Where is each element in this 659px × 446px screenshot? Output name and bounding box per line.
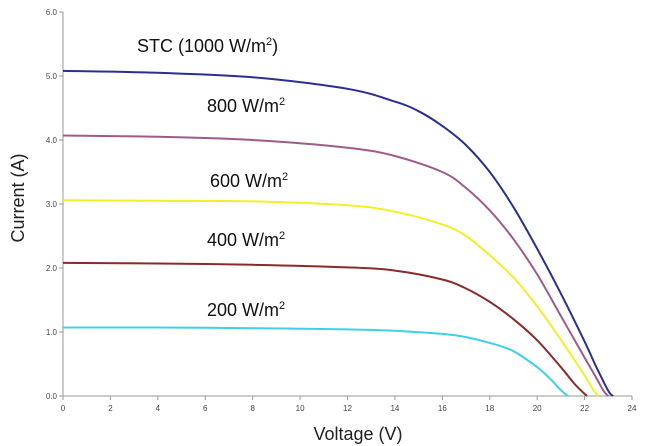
series-line <box>62 261 588 397</box>
y-tick-label: 6.0 <box>46 8 58 17</box>
y-axis-ticks: 0.0 1.0 2.0 3.0 4.0 5.0 6.0 <box>46 8 63 401</box>
series-line <box>62 69 614 397</box>
series-label: 800 W/m2 <box>207 96 285 116</box>
x-tick-label: 6 <box>203 404 208 413</box>
y-tick-label: 1.0 <box>46 328 58 337</box>
series-labels: STC (1000 W/m2) 800 W/m2 600 W/m2 400 W/m2 2… <box>137 36 288 320</box>
x-tick-label: 18 <box>485 404 494 413</box>
axes <box>62 12 632 397</box>
series-label: STC (1000 W/m2) <box>137 36 278 56</box>
y-tick-label: 0.0 <box>46 392 58 401</box>
series-line <box>62 326 569 397</box>
series-line <box>62 134 610 397</box>
series-label: 600 W/m2 <box>210 171 288 191</box>
x-tick-label: 0 <box>61 404 66 413</box>
x-tick-label: 20 <box>533 404 542 413</box>
y-tick-label: 2.0 <box>46 264 58 273</box>
x-tick-label: 14 <box>390 404 399 413</box>
x-tick-label: 10 <box>296 404 305 413</box>
x-tick-label: 24 <box>628 404 637 413</box>
series-line <box>62 199 600 397</box>
x-tick-label: 16 <box>438 404 447 413</box>
y-tick-label: 5.0 <box>46 72 58 81</box>
y-tick-label: 3.0 <box>46 200 58 209</box>
y-axis-title: Current (A) <box>8 153 28 242</box>
y-tick-label: 4.0 <box>46 136 58 145</box>
x-axis-title: Voltage (V) <box>313 424 402 444</box>
series-label: 200 W/m2 <box>207 300 285 320</box>
series-label: 400 W/m2 <box>207 230 285 250</box>
x-tick-label: 22 <box>580 404 589 413</box>
series-lines <box>62 69 614 397</box>
x-axis-ticks: 0 2 4 6 8 10 12 14 16 18 20 22 24 <box>61 396 637 413</box>
x-tick-label: 4 <box>156 404 161 413</box>
x-tick-label: 8 <box>250 404 255 413</box>
x-tick-label: 2 <box>108 404 113 413</box>
x-tick-label: 12 <box>343 404 352 413</box>
